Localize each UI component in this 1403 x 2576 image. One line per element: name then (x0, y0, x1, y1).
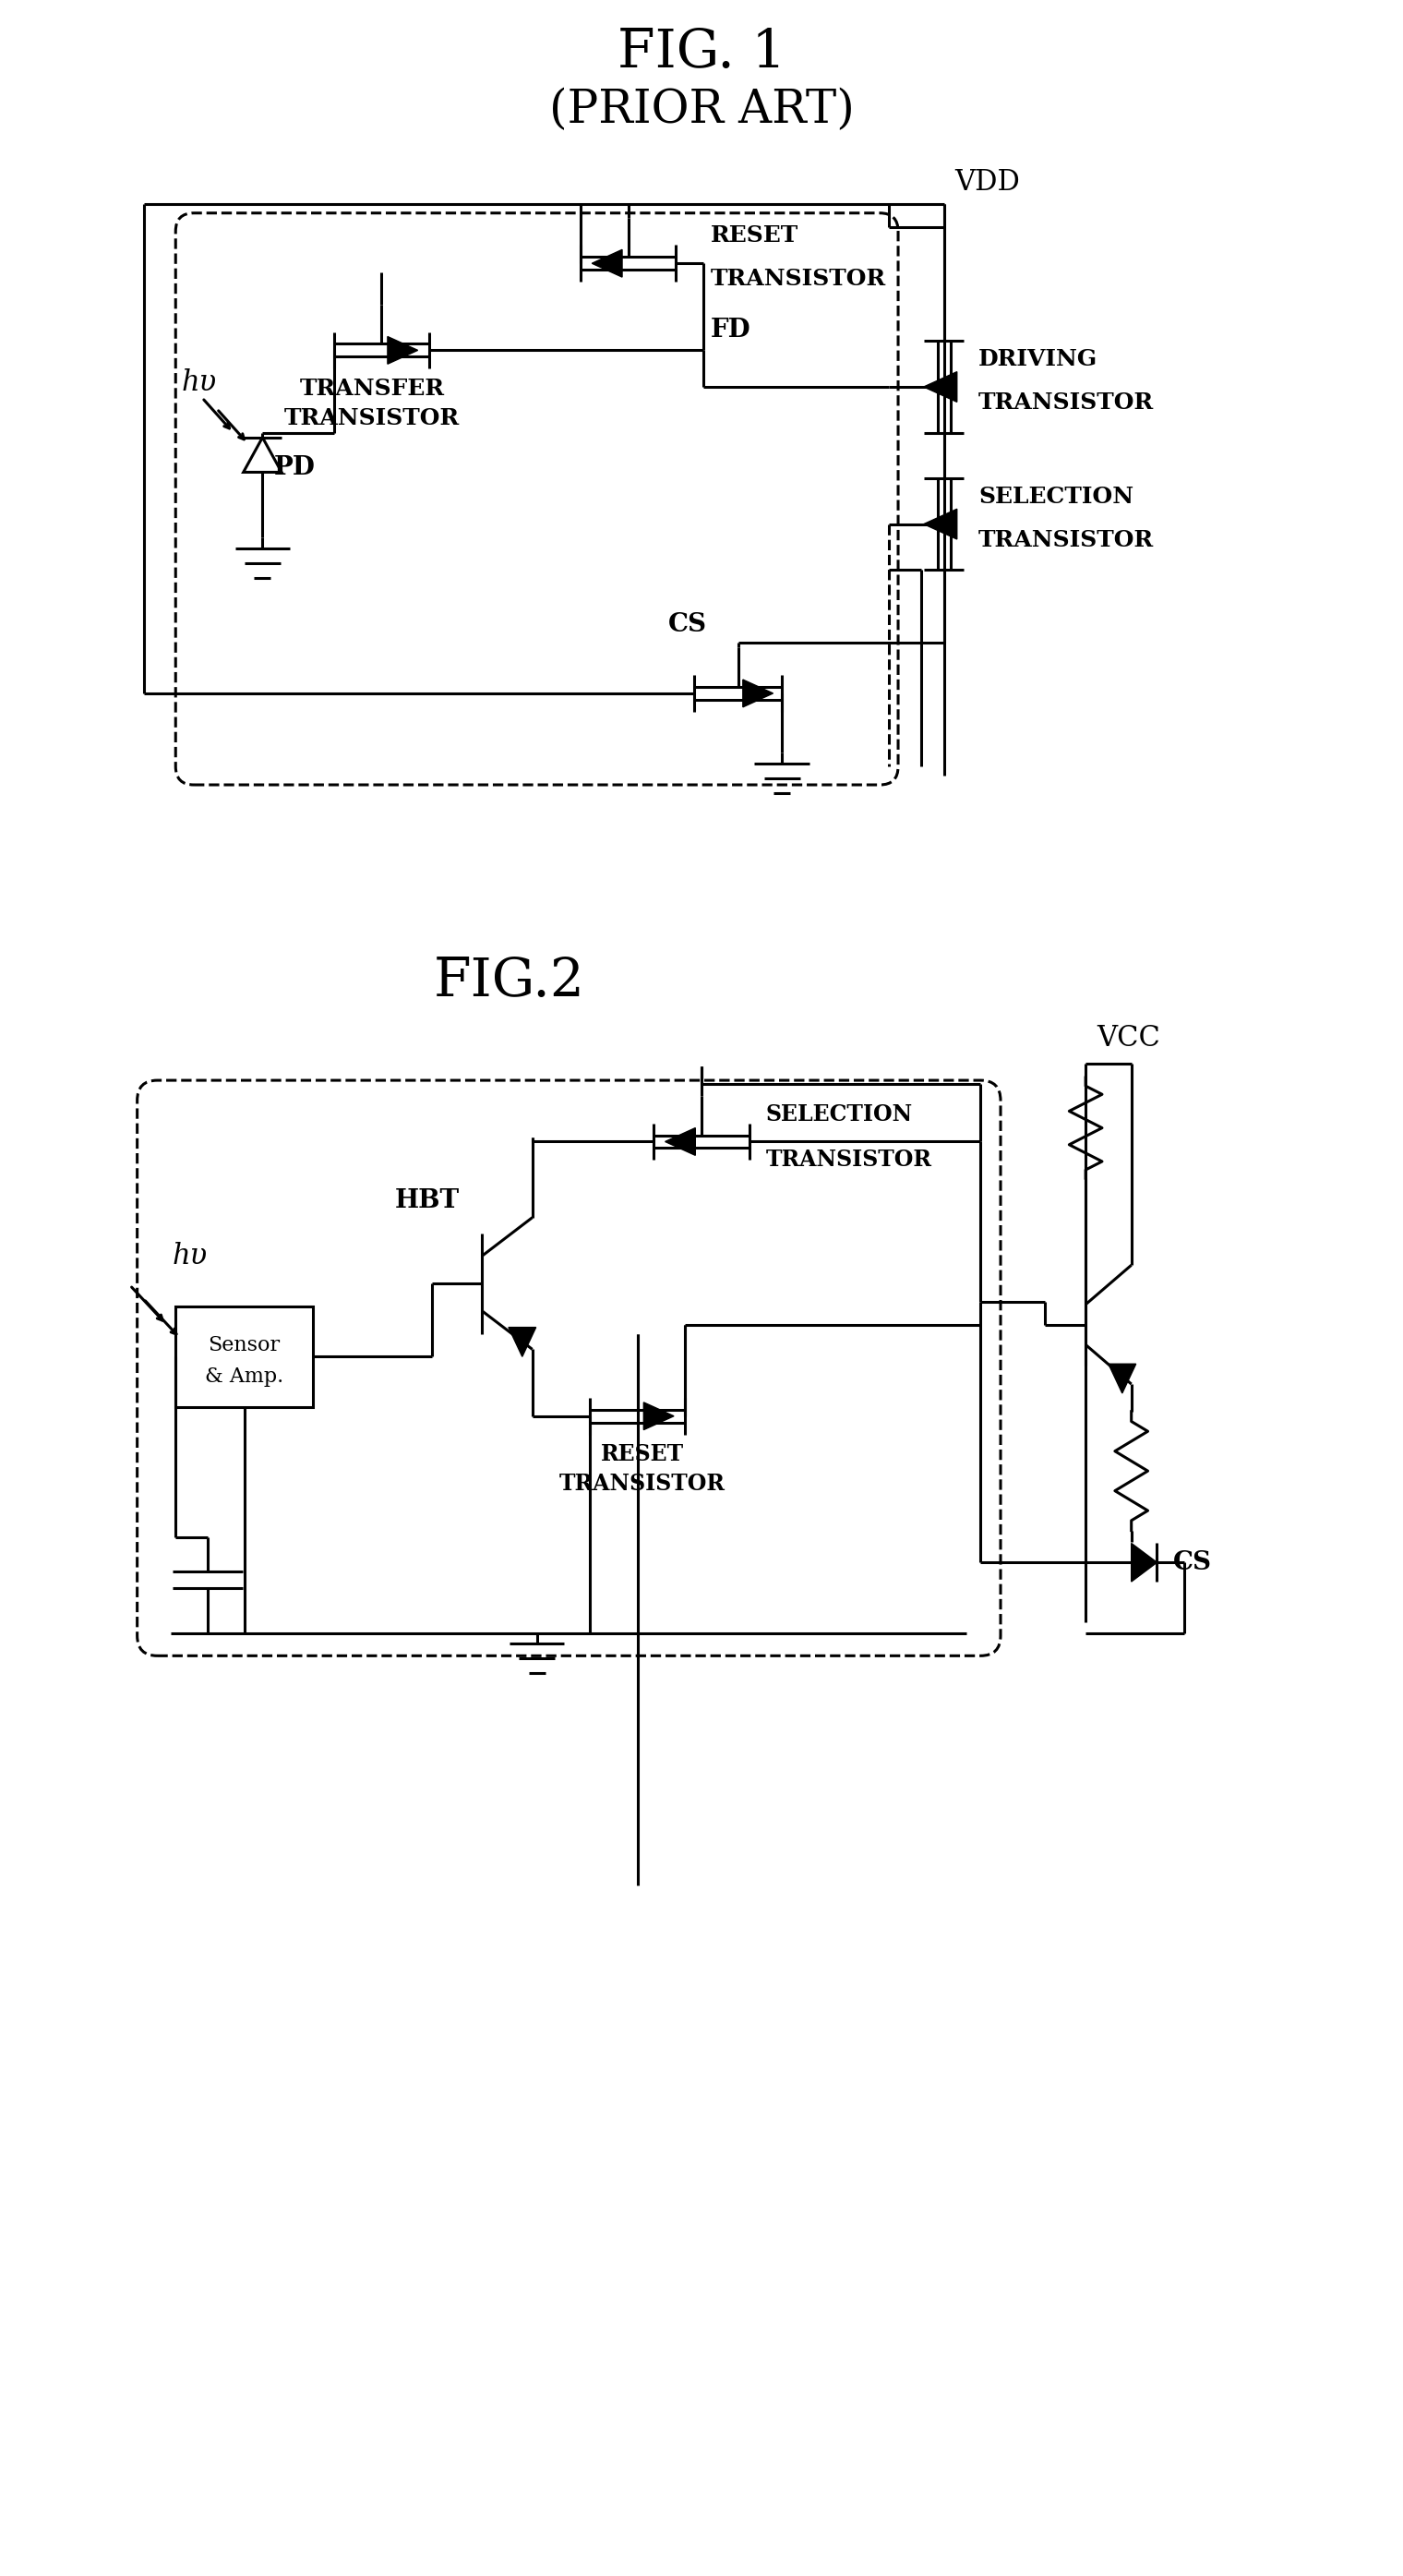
Text: RESET: RESET (600, 1443, 683, 1466)
Text: TRANSISTOR: TRANSISTOR (979, 392, 1155, 415)
Text: TRANSISTOR: TRANSISTOR (285, 407, 460, 430)
Text: SELECTION: SELECTION (979, 484, 1134, 507)
Text: DRIVING: DRIVING (979, 348, 1099, 371)
Text: VCC: VCC (1097, 1025, 1160, 1054)
Text: TRANSISTOR: TRANSISTOR (766, 1149, 932, 1172)
Text: CS: CS (1173, 1551, 1212, 1574)
Polygon shape (508, 1327, 536, 1358)
Text: FIG.2: FIG.2 (434, 956, 585, 1007)
Text: HBT: HBT (396, 1188, 460, 1213)
Polygon shape (665, 1128, 696, 1157)
Polygon shape (1108, 1363, 1136, 1394)
Polygon shape (387, 337, 418, 363)
Text: TRANSISTOR: TRANSISTOR (979, 528, 1155, 551)
Text: (PRIOR ART): (PRIOR ART) (549, 88, 854, 134)
Text: TRANSISTOR: TRANSISTOR (558, 1473, 725, 1494)
Polygon shape (742, 680, 773, 706)
Text: & Amp.: & Amp. (205, 1368, 283, 1386)
Text: FD: FD (711, 317, 751, 343)
Polygon shape (1131, 1543, 1157, 1582)
Text: hυ: hυ (181, 368, 217, 397)
FancyBboxPatch shape (175, 1306, 313, 1406)
Text: FIG. 1: FIG. 1 (617, 28, 786, 80)
Text: TRANSFER: TRANSFER (300, 379, 445, 399)
Text: PD: PD (274, 456, 314, 479)
Text: Sensor: Sensor (208, 1334, 281, 1355)
Text: VDD: VDD (955, 167, 1020, 196)
Text: CS: CS (668, 611, 707, 636)
Polygon shape (644, 1401, 673, 1430)
Text: hυ: hυ (173, 1242, 208, 1270)
Text: RESET: RESET (711, 224, 798, 247)
Polygon shape (923, 371, 957, 402)
Text: SELECTION: SELECTION (766, 1103, 912, 1126)
Polygon shape (592, 250, 622, 278)
Text: TRANSISTOR: TRANSISTOR (711, 268, 887, 291)
Polygon shape (923, 510, 957, 538)
